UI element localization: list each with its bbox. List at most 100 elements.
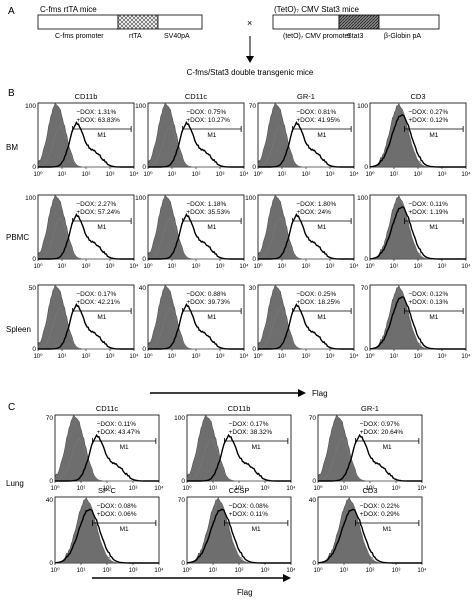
plus-dox-value: +DOX: 18.25% <box>296 299 340 306</box>
y-axis-max-label: 40 <box>139 285 147 292</box>
x-tick-1e3: 10³ <box>216 264 225 270</box>
x-tick-1e3: 10³ <box>216 172 225 178</box>
minus-dox-value: −DOX: 0.12% <box>408 291 448 298</box>
x-tick-1e4: 10⁴ <box>349 171 359 178</box>
x-tick-1e0: 10⁰ <box>143 353 153 360</box>
x-tick-1e1: 10¹ <box>278 172 287 178</box>
m1-gate: M1 <box>404 218 464 231</box>
y-axis-max-label: 70 <box>361 285 369 292</box>
x-tick-1e0: 10⁰ <box>365 353 375 360</box>
x-tick-1e4: 10⁴ <box>239 171 249 178</box>
m1-gate: M1 <box>182 126 242 139</box>
x-tick-1e1: 10¹ <box>58 264 67 270</box>
m1-gate-label: M1 <box>252 444 261 451</box>
plus-dox-histogram <box>318 433 422 482</box>
x-tick-1e1: 10¹ <box>58 172 67 178</box>
x-tick-1e3: 10³ <box>106 354 115 360</box>
plus-dox-value: +DOX: 63.83% <box>76 117 120 124</box>
y-axis-zero-label: 0 <box>49 560 53 567</box>
y-axis-max-label: 70 <box>309 415 317 422</box>
y-axis-max-label: 70 <box>178 497 186 504</box>
m1-gate: M1 <box>404 308 464 321</box>
m1-gate-label: M1 <box>97 224 106 231</box>
x-tick-1e1: 10¹ <box>390 354 399 360</box>
x-tick-1e0: 10⁰ <box>50 567 60 574</box>
plus-dox-histogram <box>369 296 466 350</box>
x-tick-1e4: 10⁴ <box>461 171 471 178</box>
x-tick-1e2: 10² <box>414 172 423 178</box>
m1-gate-label: M1 <box>317 224 326 231</box>
x-tick-1e3: 10³ <box>129 486 138 492</box>
marker-title: CD3 <box>410 92 425 101</box>
y-axis-max-label: 100 <box>135 195 146 202</box>
rtta-label: rtTA <box>129 33 142 40</box>
x-tick-1e4: 10⁴ <box>286 485 296 492</box>
minus-dox-value: −DOX: 1.80% <box>296 201 336 208</box>
y-axis-zero-label: 0 <box>252 164 256 171</box>
x-tick-1e2: 10² <box>302 172 311 178</box>
minus-dox-value: −DOX: 0.88% <box>186 291 226 298</box>
x-tick-1e1: 10¹ <box>209 568 218 574</box>
x-tick-1e4: 10⁴ <box>286 567 296 574</box>
y-axis-zero-label: 0 <box>142 256 146 263</box>
x-tick-1e3: 10³ <box>392 568 401 574</box>
y-axis-max-label: 100 <box>357 195 368 202</box>
y-axis-zero-label: 0 <box>312 478 316 485</box>
cfms-rtta-title: C-fms rtTA mice <box>40 5 97 14</box>
x-tick-1e1: 10¹ <box>390 172 399 178</box>
x-tick-1e0: 10⁰ <box>182 485 192 492</box>
x-tick-1e4: 10⁴ <box>461 353 471 360</box>
panel-a: A C-fms rtTA mice C-fms promoter rtTA SV… <box>8 5 440 77</box>
y-axis-max-label: 70 <box>249 103 257 110</box>
x-tick-1e2: 10² <box>302 354 311 360</box>
flag-label-b: Flag <box>312 389 328 398</box>
x-tick-1e0: 10⁰ <box>365 263 375 270</box>
plus-dox-value: +DOX: 10.27% <box>186 117 230 124</box>
x-tick-1e0: 10⁰ <box>253 171 263 178</box>
flag-arrow-c <box>92 574 291 582</box>
x-tick-1e4: 10⁴ <box>417 485 427 492</box>
y-axis-zero-label: 0 <box>142 164 146 171</box>
x-tick-1e3: 10³ <box>438 172 447 178</box>
x-tick-1e4: 10⁴ <box>417 567 427 574</box>
y-axis-zero-label: 0 <box>252 256 256 263</box>
x-tick-1e1: 10¹ <box>168 172 177 178</box>
cfms-promoter-label: C-fms promoter <box>55 33 104 40</box>
x-tick-1e1: 10¹ <box>168 264 177 270</box>
x-tick-1e0: 10⁰ <box>253 353 263 360</box>
panel-c-letter: C <box>8 402 15 413</box>
x-tick-1e3: 10³ <box>261 486 270 492</box>
m1-gate-label: M1 <box>97 132 106 139</box>
y-axis-max-label: 40 <box>309 497 317 504</box>
x-tick-1e1: 10¹ <box>209 486 218 492</box>
minus-dox-value: −DOX: 0.17% <box>229 421 269 428</box>
x-tick-1e2: 10² <box>103 568 112 574</box>
y-axis-max-label: 30 <box>249 285 257 292</box>
x-tick-1e4: 10⁴ <box>349 263 359 270</box>
y-axis-zero-label: 0 <box>142 346 146 353</box>
y-axis-zero-label: 0 <box>181 560 185 567</box>
panel-a-letter: A <box>8 6 15 17</box>
x-tick-1e0: 10⁰ <box>182 567 192 574</box>
y-axis-max-label: 100 <box>174 415 185 422</box>
y-axis-zero-label: 0 <box>49 478 53 485</box>
x-tick-1e1: 10¹ <box>340 486 349 492</box>
plus-dox-histogram <box>369 114 466 168</box>
x-tick-1e2: 10² <box>366 568 375 574</box>
row-label-0: BM <box>6 143 18 152</box>
x-tick-1e3: 10³ <box>438 264 447 270</box>
lung-row-label: Lung <box>6 479 24 488</box>
marker-title: GR-1 <box>361 404 379 413</box>
x-tick-1e1: 10¹ <box>340 568 349 574</box>
m1-gate-label: M1 <box>97 314 106 321</box>
plus-dox-value: +DOX: 0.06% <box>97 511 137 518</box>
flag-label-c: Flag <box>237 588 253 597</box>
x-tick-1e4: 10⁴ <box>239 353 249 360</box>
x-tick-1e3: 10³ <box>129 568 138 574</box>
row-label-1: PBMC <box>6 233 29 242</box>
